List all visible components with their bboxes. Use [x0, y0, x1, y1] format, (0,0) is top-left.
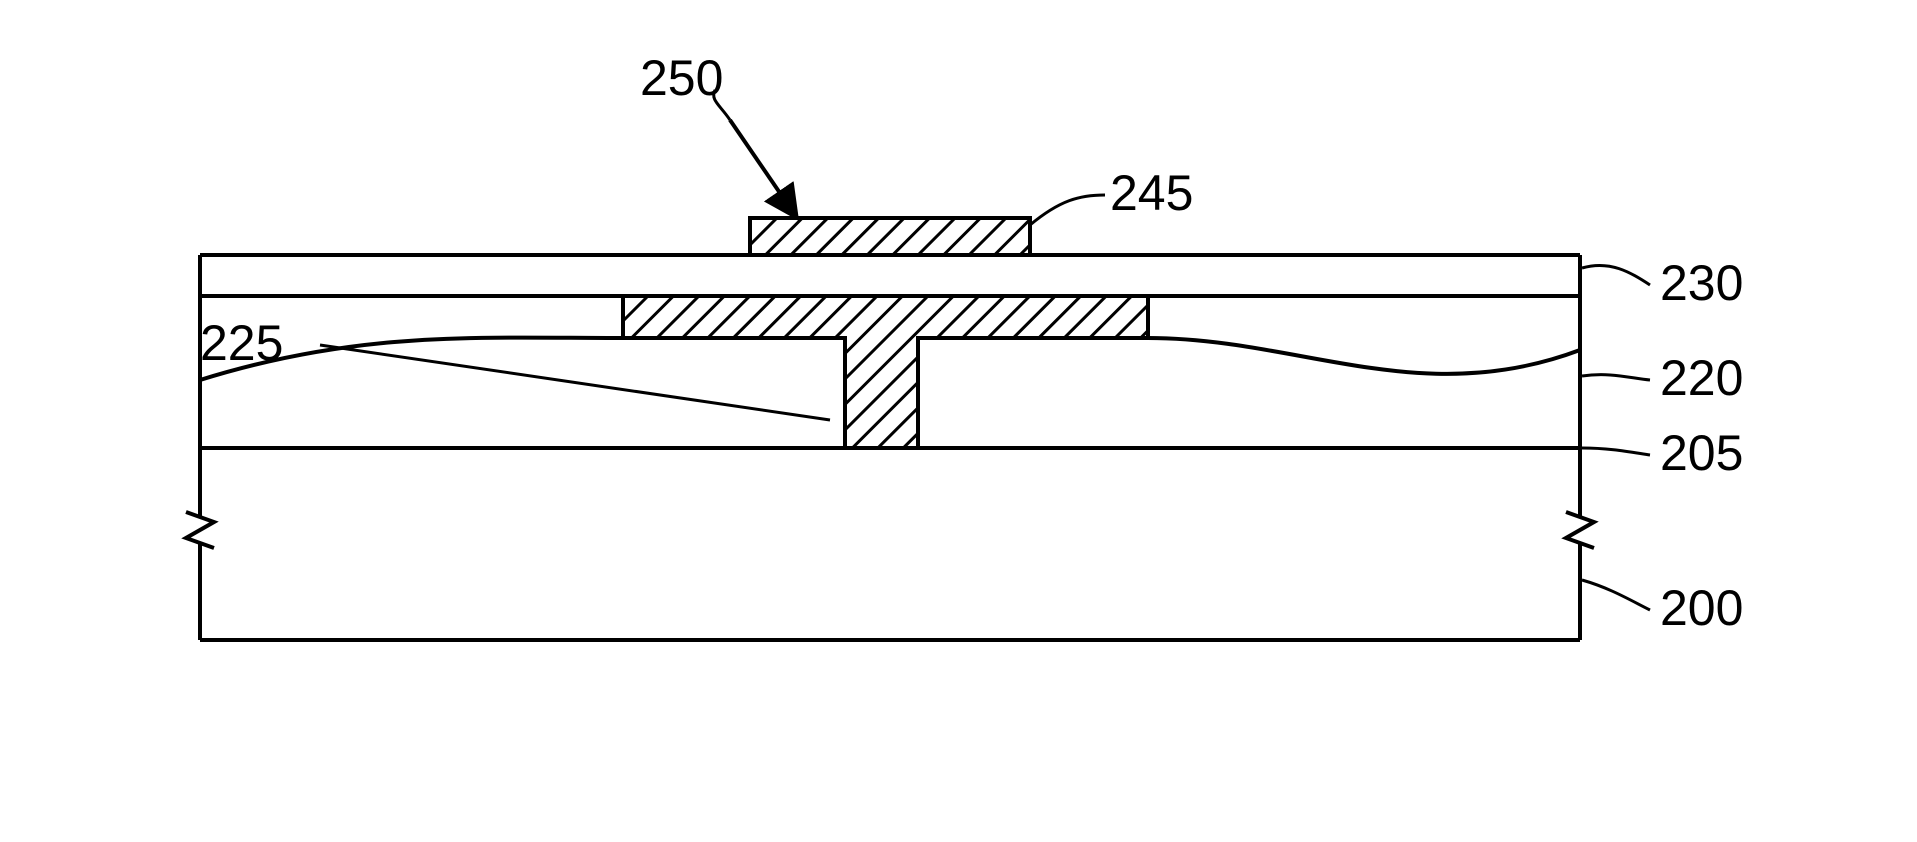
break-mark-right: [1566, 512, 1594, 548]
plug-225: [623, 296, 1148, 448]
label-230: 230: [1660, 255, 1743, 311]
label-220: 220: [1660, 350, 1743, 406]
label-225: 225: [200, 315, 283, 371]
cap-245: [750, 218, 1030, 255]
right-labels: [1582, 265, 1650, 610]
leader-225: [320, 345, 830, 420]
break-mark-left: [186, 512, 214, 548]
label-250: 250: [640, 50, 723, 106]
leader-245: [1030, 195, 1105, 225]
pointer-250-line: [730, 120, 795, 215]
cross-section-diagram: 230 220 205 200 245 225 250: [0, 0, 1917, 842]
label-205: 205: [1660, 425, 1743, 481]
label-245: 245: [1110, 165, 1193, 221]
label-200: 200: [1660, 580, 1743, 636]
